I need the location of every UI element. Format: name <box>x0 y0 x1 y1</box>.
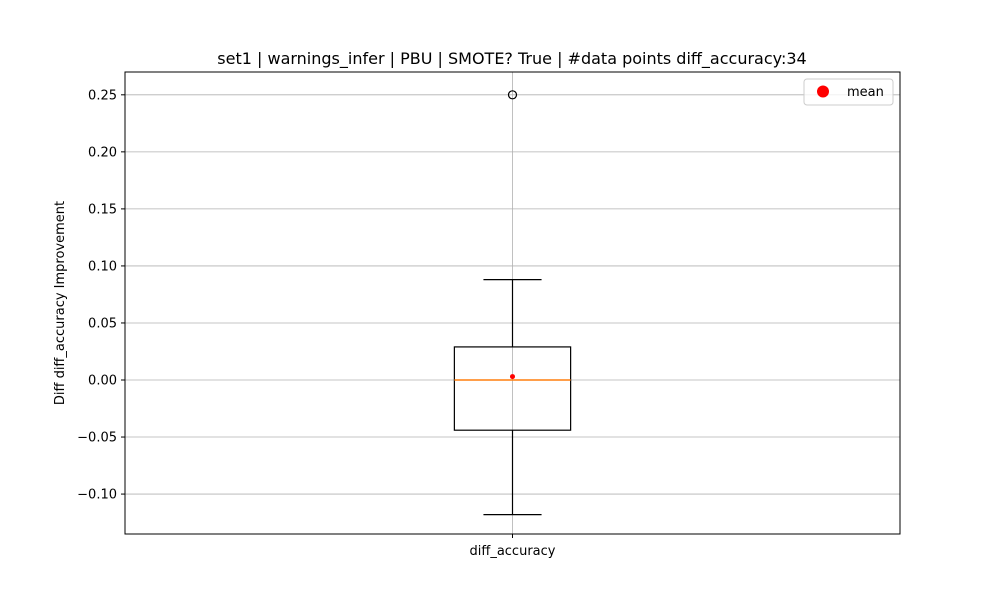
legend: mean <box>803 78 894 106</box>
chart-title: set1 | warnings_infer | PBU | SMOTE? Tru… <box>217 49 806 69</box>
x-tick-label: diff_accuracy <box>470 544 556 559</box>
y-tick-label: 0.25 <box>88 88 117 103</box>
y-tick-label: 0.00 <box>88 374 117 389</box>
y-tick-label: −0.05 <box>77 431 117 446</box>
mean-marker <box>510 374 515 380</box>
y-tick-label: 0.20 <box>88 145 117 160</box>
legend-mean-marker <box>817 85 829 98</box>
interquartile-box <box>453 346 572 431</box>
y-tick-label: 0.05 <box>88 316 117 331</box>
x-axis-ticks: diff_accuracy <box>470 534 556 559</box>
legend-mean-label: mean <box>847 85 884 100</box>
box-group <box>453 90 572 516</box>
y-tick-label: 0.15 <box>88 202 117 217</box>
y-tick-label: −0.10 <box>77 488 117 503</box>
y-tick-label: 0.10 <box>88 259 117 274</box>
y-axis-ticks: −0.10 −0.05 0.00 0.05 0.10 0.15 0.20 0.25 <box>77 88 125 503</box>
outlier-point <box>507 90 518 100</box>
legend-frame <box>803 78 894 106</box>
y-axis-label: Diff diff_accuracy Improvement <box>53 201 68 405</box>
